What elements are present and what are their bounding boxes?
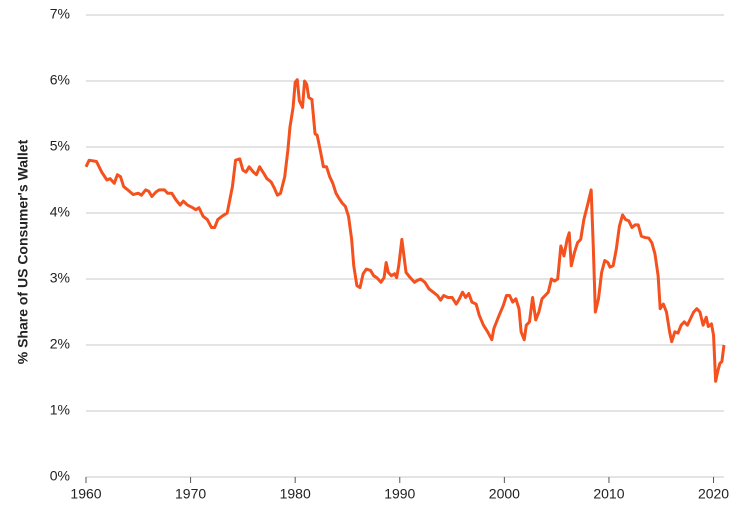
x-tick-label: 2020: [698, 486, 729, 502]
y-tick-label: 7%: [50, 6, 70, 22]
x-tick-label: 2010: [593, 486, 624, 502]
x-tick-label: 1960: [70, 486, 101, 502]
y-tick-label: 0%: [50, 468, 70, 484]
y-axis-title: % Share of US Consumer's Wallet: [15, 139, 31, 364]
data-line: [84, 78, 726, 383]
x-tick-label: 1980: [280, 486, 311, 502]
y-tick-label: 3%: [50, 270, 70, 286]
x-tick-label: 1970: [175, 486, 206, 502]
x-tick-label: 1990: [384, 486, 415, 502]
y-tick-label: 2%: [50, 336, 70, 352]
y-tick-label: 4%: [50, 204, 70, 220]
y-tick-label: 5%: [50, 138, 70, 154]
x-tick-label: 2000: [489, 486, 520, 502]
y-tick-label: 1%: [50, 402, 70, 418]
y-tick-label: 6%: [50, 72, 70, 88]
